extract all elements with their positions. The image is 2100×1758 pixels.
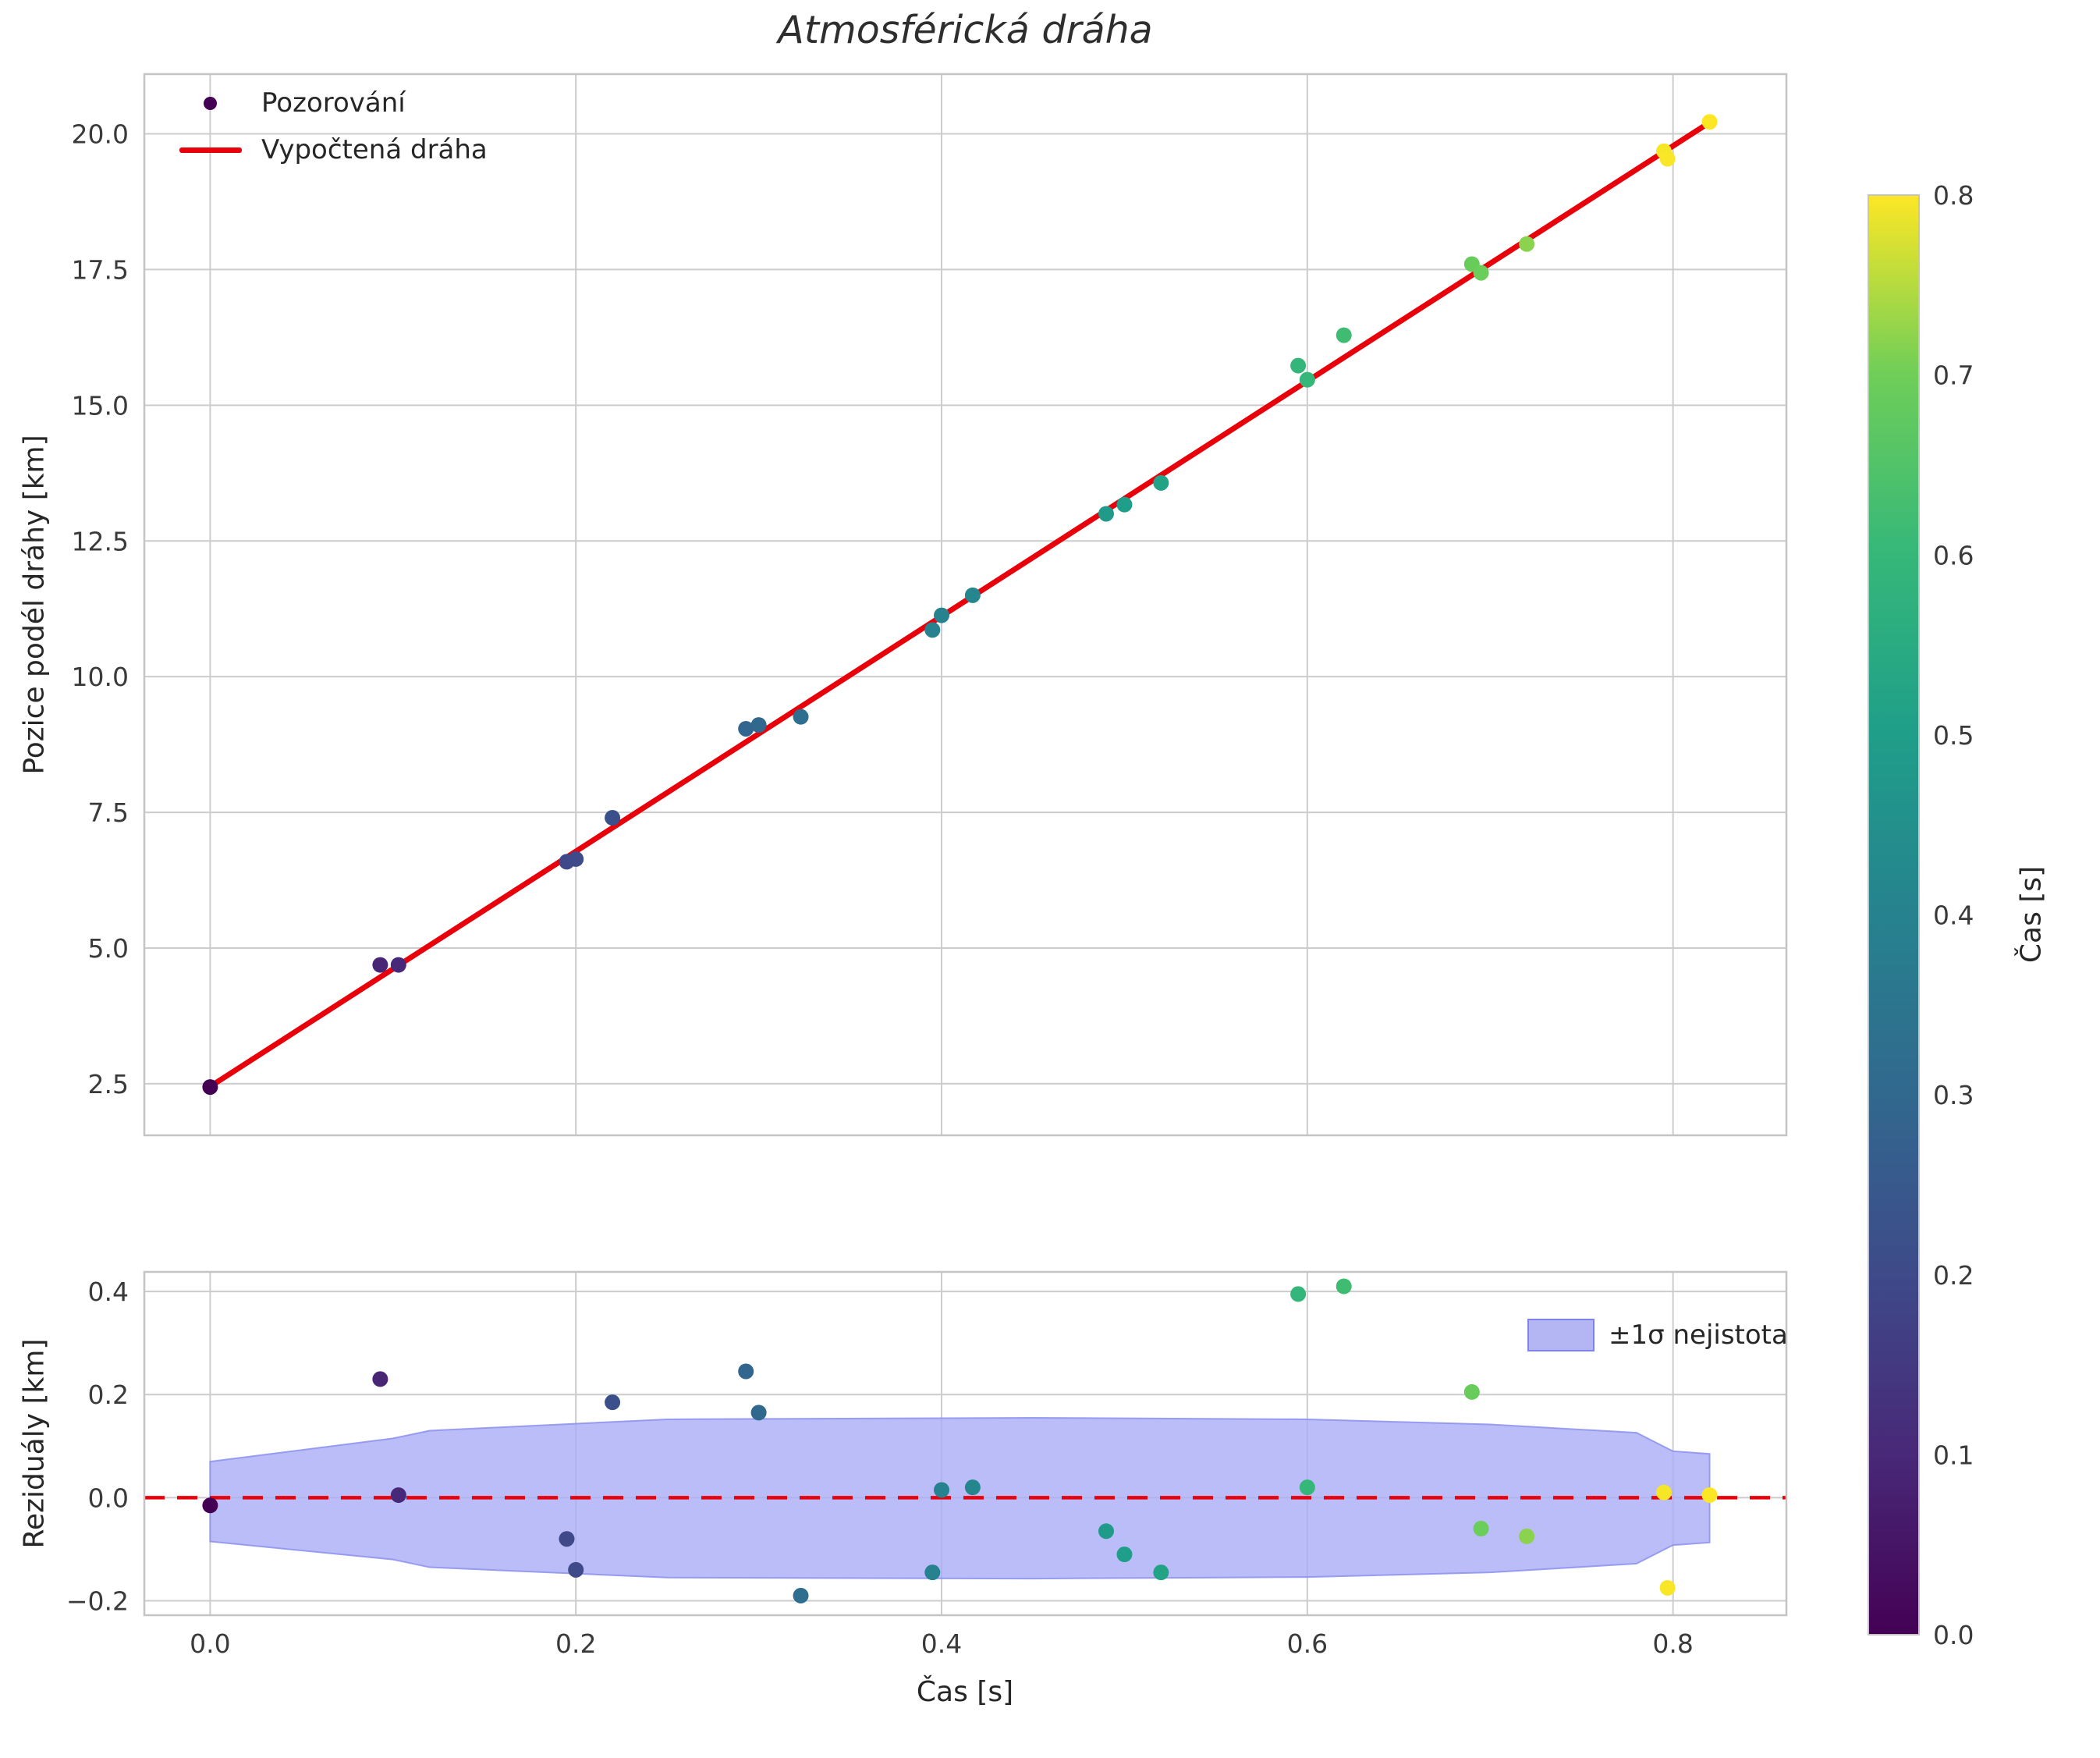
colorbar-tick-label: 0.5 [1933,720,1974,751]
x-tick-label: 0.6 [1287,1628,1328,1659]
scatter-point [750,717,767,733]
residual-point [202,1497,218,1514]
residual-point [750,1405,767,1421]
residual-point [964,1479,981,1496]
x-axis-label-time: Čas [s] [916,1676,1014,1708]
y-tick-label: 20.0 [72,119,129,150]
residual-point [1299,1479,1315,1496]
scatter-point [738,720,754,737]
colorbar-gradient [1868,194,1920,1635]
y-tick-label: 5.0 [88,933,129,964]
band-patch-icon [1527,1319,1595,1351]
residual-point [924,1564,941,1581]
scatter-point [793,709,809,725]
y-tick-label: 0.4 [88,1277,129,1307]
y-tick-label: 0.0 [88,1483,129,1513]
colorbar-tick-label: 0.0 [1933,1620,1974,1650]
residual-point [1473,1521,1489,1537]
residual-point [1519,1528,1535,1544]
line-marker-icon [179,147,242,153]
y-tick-label: 10.0 [72,662,129,692]
scatter-point [1098,506,1114,522]
residual-point [372,1371,388,1387]
legend-swatch [173,96,247,110]
colorbar-tick-label: 0.3 [1933,1080,1974,1110]
legend-swatch [173,147,247,153]
legend-label-band: ±1σ nejistota [1609,1319,1788,1351]
uncertainty-band [209,1416,1711,1580]
x-tick-label: 0.0 [190,1628,230,1659]
residual-point [1659,1579,1676,1596]
scatter-point [202,1079,218,1096]
y-tick-label: 2.5 [88,1069,129,1099]
scatter-point [1701,114,1718,130]
legend-label-fit: Vypočtená dráha [261,134,488,165]
legend-residuals: ±1σ nejistota [1527,1319,1788,1351]
trajectory-axes: 2.5 5.0 7.5 10.0 12.5 15.0 17.5 20.0 [72,73,1788,1137]
colorbar: 0.0 0.1 0.2 0.3 0.4 0.5 0.6 0.7 0.8 [1868,180,1974,1650]
x-tick-label: 0.4 [921,1628,962,1659]
chart-title: Atmosférická dráha [778,8,1153,52]
y-tick-label: 15.0 [72,390,129,421]
residual-point [1701,1487,1718,1504]
scatter-point [1290,357,1307,374]
scatter-point [390,957,406,973]
residual-point [390,1487,406,1504]
residual-point [793,1587,809,1604]
residual-axes: −0.2 0.0 0.2 0.4 0.0 0.2 0.4 0.6 0.8 [66,1270,1788,1659]
scatter-point [934,607,950,623]
y-tick-label: 0.2 [88,1380,129,1410]
x-tick-label: 0.8 [1652,1628,1693,1659]
residual-point [1655,1484,1672,1501]
x-tick-label: 0.2 [555,1628,596,1659]
colorbar-tick-label: 0.2 [1933,1260,1974,1291]
scatter-marker-icon [204,96,217,110]
residual-point [1290,1286,1307,1302]
legend-entry-fit: Vypočtená dráha [173,130,488,170]
scatter-point [964,587,981,603]
colorbar-tick-label: 0.4 [1933,900,1974,931]
scatter-point [605,810,621,826]
residual-point [568,1561,584,1578]
y-tick-label: 12.5 [72,526,129,556]
residual-point [1098,1523,1114,1540]
scatter-point [1473,265,1489,281]
scatter-point [1299,371,1315,388]
scatter-point [1336,327,1352,343]
legend-label-observations: Pozorování [261,87,406,119]
residual-point [1463,1383,1480,1400]
scatter-point [1519,236,1535,252]
y-tick-label: 17.5 [72,254,129,285]
fit-line [207,119,1713,1089]
axes-border [143,73,1788,1137]
y-tick-label: 7.5 [88,797,129,828]
colorbar-tick-label: 0.8 [1933,180,1974,211]
residual-point [738,1363,754,1380]
residual-point [559,1531,575,1547]
residual-point [934,1482,950,1498]
y-tick-label: −0.2 [66,1586,129,1617]
residual-point [1336,1278,1352,1295]
y-axis-label-residuals: Reziduály [km] [18,1338,51,1549]
colorbar-label: Čas [s] [2015,865,2048,964]
colorbar-tick-label: 0.7 [1933,360,1974,391]
scatter-point [372,957,388,973]
scatter-point [1153,474,1169,491]
scatter-point [1116,496,1133,513]
scatter-point [568,851,584,867]
residual-point [1116,1547,1133,1563]
legend-trajectory: Pozorování Vypočtená dráha [173,83,488,170]
colorbar-tick-label: 0.1 [1933,1440,1974,1470]
residual-point [605,1394,621,1411]
axes-border [143,1270,1788,1617]
scatter-point [924,622,941,638]
scatter-point [1659,151,1676,167]
y-axis-label-position: Pozice podél dráhy [km] [18,435,51,775]
residual-point [1153,1564,1169,1581]
legend-entry-observations: Pozorování [173,83,488,123]
colorbar-tick-label: 0.6 [1933,540,1974,570]
